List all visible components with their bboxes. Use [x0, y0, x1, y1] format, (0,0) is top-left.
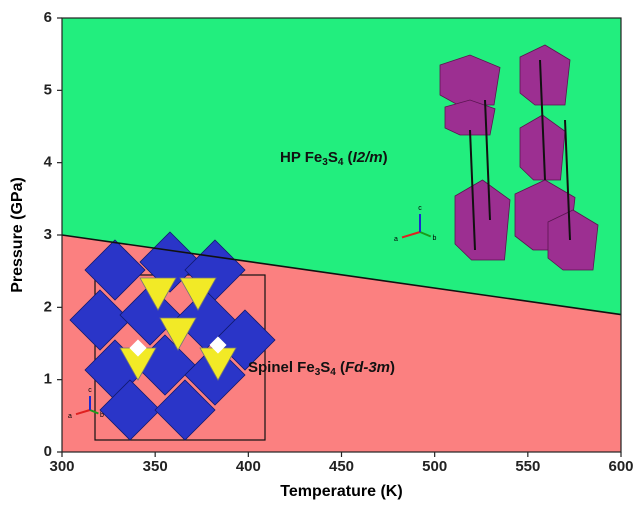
- x-axis-title: Temperature (K): [280, 483, 402, 500]
- triad-label: c: [418, 205, 422, 212]
- triad-label: b: [432, 235, 436, 242]
- y-tick-label: 4: [44, 154, 53, 171]
- x-tick-label: 550: [515, 458, 540, 475]
- label-part: Spinel Fe: [248, 359, 315, 376]
- label-part: (: [343, 149, 352, 166]
- label-part: ): [383, 149, 388, 166]
- y-tick-label: 6: [44, 9, 52, 26]
- page: abcabc HP Fe3S4 (I2/m)Spinel Fe3S4 (Fd-3…: [0, 0, 639, 511]
- y-tick-label: 1: [44, 371, 52, 388]
- y-tick-label: 0: [44, 443, 52, 460]
- y-tick-label: 2: [44, 298, 52, 315]
- y-axis-title: Pressure (GPa): [9, 177, 26, 293]
- triad-label: b: [100, 412, 104, 419]
- label-part: S: [320, 359, 330, 376]
- region-label: Spinel Fe3S4 (Fd-3m): [248, 359, 395, 378]
- label-part: HP Fe: [280, 149, 322, 166]
- x-tick-label: 450: [329, 458, 354, 475]
- triad-label: a: [68, 413, 72, 420]
- x-tick-label: 400: [236, 458, 261, 475]
- x-tick-label: 350: [143, 458, 168, 475]
- label-part: S: [328, 149, 338, 166]
- y-tick-label: 3: [44, 226, 52, 243]
- chart: abcabc HP Fe3S4 (I2/m)Spinel Fe3S4 (Fd-3…: [0, 0, 639, 506]
- label-part: ): [390, 359, 395, 376]
- region-label: HP Fe3S4 (I2/m): [280, 149, 388, 168]
- x-tick-label: 500: [422, 458, 447, 475]
- x-tick-label: 600: [608, 458, 633, 475]
- y-tick-label: 5: [44, 81, 52, 98]
- triad-label: a: [394, 236, 398, 243]
- label-part: Fd-3m: [345, 359, 390, 376]
- triad-label: c: [88, 387, 92, 394]
- x-tick-label: 300: [49, 458, 74, 475]
- label-part: I2/m: [353, 149, 383, 166]
- label-part: (: [336, 359, 345, 376]
